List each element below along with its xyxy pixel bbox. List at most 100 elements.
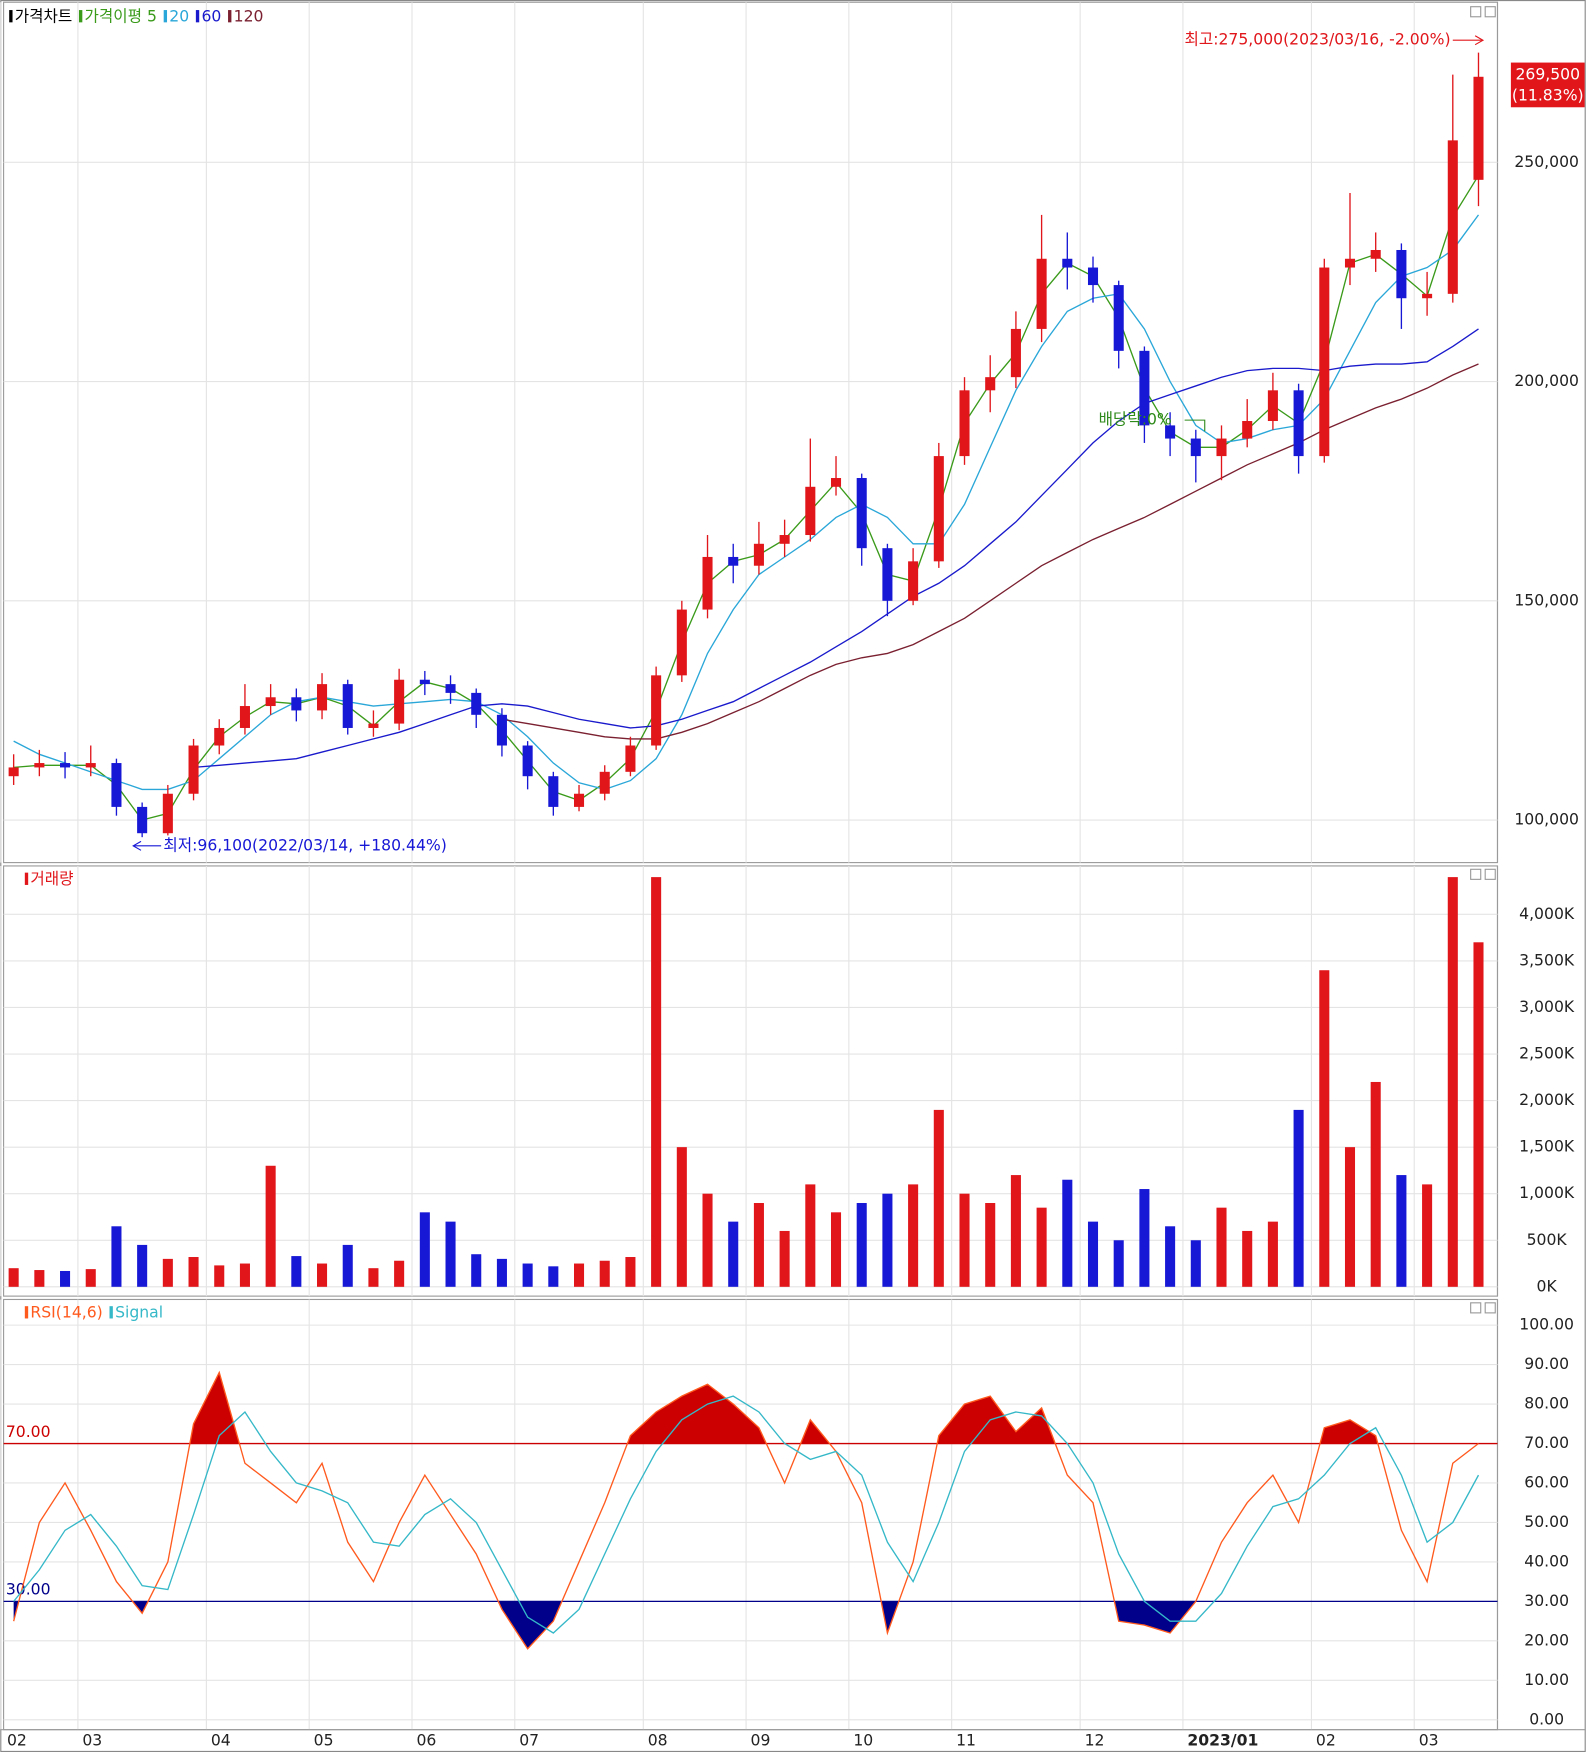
- high-annotation: 최고:275,000(2023/03/16, -2.00%): [1184, 30, 1450, 49]
- volume-bar: [445, 1221, 456, 1287]
- window-button[interactable]: [1484, 6, 1496, 18]
- volume-bar: [522, 1263, 533, 1287]
- candle-body: [1447, 140, 1458, 294]
- ex-dividend-bracket: [1184, 419, 1206, 432]
- candle-body: [985, 377, 996, 391]
- x-tick-label: 2023/01: [1187, 1730, 1258, 1749]
- rsi-line: [13, 1395, 1480, 1634]
- x-tick-label: 05: [314, 1730, 334, 1749]
- candle-body: [753, 543, 764, 566]
- candle-body: [8, 767, 19, 777]
- volume-bar: [239, 1263, 250, 1287]
- moving-average-line: [13, 175, 1480, 821]
- legend-marker: [78, 10, 83, 23]
- legend-label: 20: [169, 6, 189, 25]
- x-tick-label: 09: [751, 1730, 771, 1749]
- volume-bar: [1344, 1147, 1356, 1287]
- volume-bar: [1319, 970, 1330, 1287]
- candle-body: [676, 609, 687, 676]
- volume-bar: [1447, 877, 1458, 1287]
- candle-body: [1036, 258, 1047, 329]
- candle-body: [548, 776, 559, 807]
- volume-bar: [137, 1244, 148, 1287]
- candle-body: [471, 692, 482, 715]
- low-arrow-head: [132, 840, 142, 851]
- volume-bar: [162, 1258, 173, 1287]
- volume-bar: [599, 1260, 610, 1287]
- legend-marker: [24, 872, 29, 885]
- x-tick-label: 11: [956, 1730, 976, 1749]
- candle-body: [779, 535, 790, 544]
- candle-body: [1113, 285, 1124, 351]
- volume-bar: [625, 1257, 636, 1287]
- volume-bar: [548, 1266, 559, 1287]
- y-tick-label: 2,000K: [1519, 1090, 1575, 1109]
- legend-marker: [228, 10, 232, 23]
- volume-bar: [1036, 1207, 1047, 1287]
- y-tick-label: 100,000: [1514, 810, 1579, 829]
- x-tick-label: 02: [1316, 1730, 1336, 1749]
- candle-body: [651, 675, 662, 746]
- candle-body: [1139, 350, 1150, 426]
- x-tick-label: 12: [1085, 1730, 1105, 1749]
- y-tick-label: 0K: [1537, 1276, 1558, 1295]
- y-tick-label: 80.00: [1524, 1394, 1569, 1413]
- y-tick-label: 30.00: [1524, 1591, 1569, 1610]
- y-tick-label: 20.00: [1524, 1630, 1569, 1649]
- candle-body: [445, 684, 456, 693]
- y-tick-label: 1,500K: [1519, 1137, 1575, 1156]
- candle-body: [291, 697, 302, 711]
- candle-body: [959, 390, 970, 457]
- volume-bar: [1087, 1221, 1099, 1287]
- volume-bar: [60, 1270, 71, 1287]
- last-price: 269,500: [1515, 64, 1580, 83]
- x-tick-label: 07: [519, 1730, 539, 1749]
- legend-label: RSI(14,6): [30, 1302, 102, 1321]
- window-button[interactable]: [1470, 1302, 1482, 1314]
- volume-bar: [214, 1265, 225, 1287]
- volume-bar: [1242, 1230, 1253, 1287]
- volume-bar: [1113, 1240, 1124, 1287]
- moving-average-line: [193, 328, 1479, 769]
- x-tick-label: 02: [7, 1730, 27, 1749]
- x-tick-label: 04: [211, 1730, 231, 1749]
- candle-body: [856, 478, 867, 549]
- candle-body: [933, 456, 944, 562]
- candle-body: [1422, 293, 1433, 299]
- candle-body: [625, 745, 636, 772]
- x-tick-label: 06: [416, 1730, 436, 1749]
- y-tick-label: 150,000: [1514, 590, 1579, 609]
- window-button[interactable]: [1484, 1302, 1496, 1314]
- y-tick-label: 2,500K: [1519, 1044, 1575, 1063]
- candle-body: [1267, 390, 1278, 422]
- candle-body: [882, 548, 893, 601]
- candle-body: [1165, 425, 1176, 439]
- level-label: 70.00: [6, 1422, 51, 1441]
- candle-body: [60, 763, 71, 768]
- volume-bar: [985, 1203, 996, 1287]
- candle-body: [214, 727, 225, 746]
- legend-label: 120: [234, 6, 264, 25]
- volume-bar: [1293, 1109, 1304, 1287]
- candle-body: [368, 723, 379, 728]
- x-tick-label: 10: [853, 1730, 873, 1749]
- candle-body: [34, 763, 45, 768]
- volume-bar: [651, 877, 662, 1287]
- y-tick-label: 0.00: [1529, 1709, 1564, 1728]
- window-button[interactable]: [1470, 6, 1482, 18]
- y-tick-label: 3,500K: [1519, 950, 1575, 969]
- window-button[interactable]: [1484, 868, 1496, 880]
- volume-bar: [1370, 1081, 1381, 1287]
- rsi-line: [13, 1370, 1479, 1650]
- volume-bar: [368, 1268, 379, 1287]
- volume-bar: [34, 1270, 45, 1287]
- x-tick-label: 03: [1419, 1730, 1439, 1749]
- candle-body: [1062, 258, 1073, 268]
- window-button[interactable]: [1470, 868, 1482, 880]
- candle-body: [574, 793, 585, 807]
- volume-bar: [779, 1230, 790, 1287]
- volume-bar: [933, 1109, 944, 1287]
- low-annotation: 최저:96,100(2022/03/14, +180.44%): [163, 835, 446, 854]
- volume-bar: [1216, 1207, 1227, 1287]
- candle-body: [1396, 249, 1407, 299]
